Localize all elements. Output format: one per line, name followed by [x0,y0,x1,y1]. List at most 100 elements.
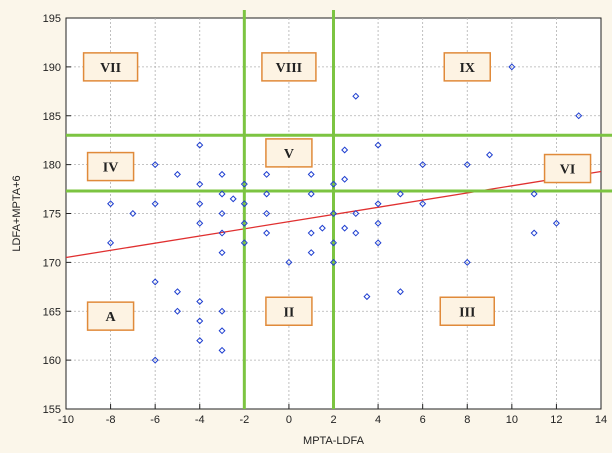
data-point [318,224,326,232]
x-tick-label: 12 [550,414,562,426]
x-axis-label: MPTA-LDFA [303,435,365,447]
region-box-frame [265,138,313,168]
data-point [374,141,382,149]
axis-ticks: -10 -8 -6 -4 -2 0 2 4 6 8 10 12 14 155 160 165 170 175 180… [43,13,607,426]
region-label: II [283,305,294,320]
data-point [173,288,181,296]
data-point [374,239,382,247]
data-point [285,258,293,266]
region-label: VI [560,163,576,178]
x-tick-label: 6 [420,414,426,426]
region-label: A [106,310,117,325]
data-point [530,190,538,198]
region-label: IX [459,61,475,76]
region-label: III [459,305,475,320]
region-label: IV [103,161,119,176]
data-point [218,190,226,198]
data-point [218,249,226,257]
data-point [263,229,271,237]
data-point [218,209,226,218]
data-point [307,190,315,198]
data-point [196,200,204,208]
data-point [196,180,204,188]
region-box-frame [543,153,592,184]
data-point [173,170,181,178]
region-label: V [284,147,294,162]
region-box-frame [439,296,495,326]
y-tick-label: 170 [43,257,61,269]
data-point [240,239,248,247]
data-point [363,293,371,301]
data-point [218,229,226,237]
data-point [396,190,404,198]
data-point [240,219,248,227]
region-box-frame [86,151,135,182]
data-point [240,200,248,208]
data-point [352,92,360,100]
data-point [263,190,271,198]
x-tick-label: 2 [330,414,336,426]
y-tick-label: 165 [43,306,61,318]
data-point [329,239,338,247]
y-axis-label: LDFA+MPTA+6 [11,175,23,251]
data-point [341,224,349,232]
data-point [374,219,382,227]
region-label: VII [100,61,121,76]
region-box: V [265,138,313,168]
data-point [263,209,271,218]
data-point [218,327,226,335]
region-box-frame [82,52,139,82]
data-point [307,249,315,257]
data-point [508,63,516,71]
region-box: VIII [261,52,317,82]
data-point [530,229,538,237]
x-tick-label: 0 [286,414,292,426]
y-tick-label: 175 [43,209,61,221]
data-point [129,209,137,218]
data-point [463,161,471,169]
data-points [107,63,583,364]
data-point [329,209,338,218]
region-box: VII [82,52,139,82]
data-point [151,200,159,208]
data-point [419,161,427,169]
data-point [196,141,204,149]
data-point [329,258,338,266]
region-box: A [86,301,135,331]
grid-lines [66,18,601,409]
reference-lines [66,10,612,409]
data-point [419,200,427,208]
data-point [196,317,204,325]
y-tick-label: 195 [43,13,61,25]
data-point [151,278,159,286]
data-point [329,180,338,188]
x-tick-label: -6 [150,414,160,426]
data-point [218,170,226,178]
region-box-frame [443,52,491,82]
data-point [240,180,248,188]
data-point [196,297,204,305]
data-point [107,239,115,247]
x-tick-label: 14 [595,414,607,426]
data-point [151,356,159,364]
region-box: IV [86,151,135,182]
data-point [196,337,204,345]
region-box-frame [265,296,313,326]
data-point [396,288,404,296]
x-tick-label: 8 [464,414,470,426]
data-point [374,200,382,208]
x-tick-label: -10 [58,414,74,426]
data-point [552,219,560,227]
data-point [196,219,204,227]
region-box: VI [543,153,592,184]
y-tick-label: 185 [43,111,61,123]
region-box-frame [261,52,317,82]
data-point [341,146,349,154]
region-box: III [439,296,495,326]
x-tick-label: -2 [239,414,249,426]
region-box-frame [86,301,135,331]
x-tick-label: -4 [195,414,205,426]
